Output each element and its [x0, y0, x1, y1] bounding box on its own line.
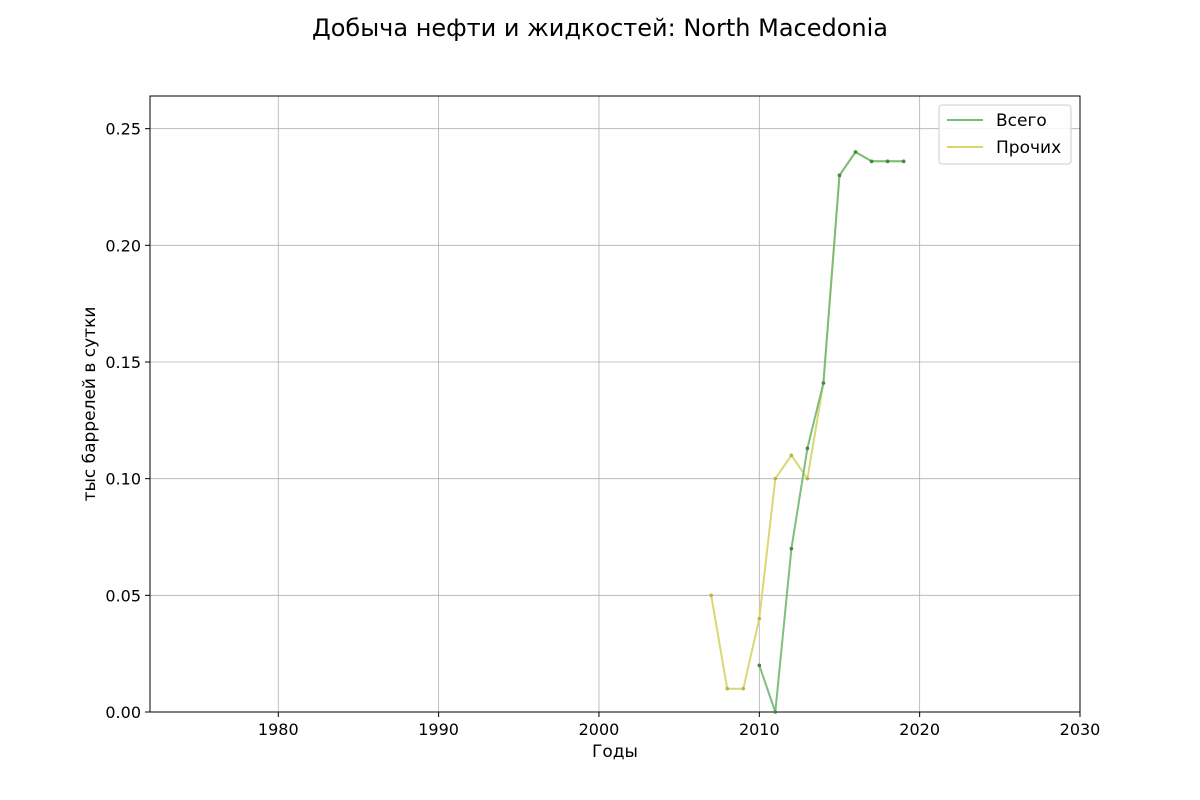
y-tick-label: 0.10: [105, 470, 141, 489]
x-tick-label: 2000: [579, 720, 620, 739]
data-point: [885, 159, 890, 164]
x-tick-label: 2020: [899, 720, 940, 739]
data-point: [773, 476, 778, 481]
data-point: [789, 546, 794, 551]
data-point: [805, 476, 810, 481]
series-layer: [709, 150, 906, 714]
series-line: [710, 151, 904, 690]
y-tick-label: 0.15: [105, 353, 141, 372]
data-point: [709, 593, 714, 598]
data-point: [741, 686, 746, 691]
data-point: [805, 446, 810, 451]
data-point: [757, 663, 762, 668]
y-tick-label: 0.05: [105, 586, 141, 605]
data-point: [853, 150, 858, 154]
y-tick-label: 0.00: [105, 703, 141, 722]
data-point: [821, 381, 826, 385]
data-point: [869, 159, 874, 164]
data-point: [725, 686, 730, 691]
chart-title: Добыча нефти и жидкостей: North Macedoni…: [312, 14, 888, 42]
x-tick-label: 1980: [258, 720, 299, 739]
y-tick-label: 0.25: [105, 120, 141, 139]
legend-label: Всего: [996, 111, 1047, 131]
x-tick-label: 1990: [418, 720, 459, 739]
legend-label: Прочих: [996, 138, 1061, 158]
data-point: [901, 159, 906, 164]
data-point: [773, 710, 778, 714]
x-tick-label: 2030: [1060, 720, 1101, 739]
x-axis: 1980 1990 2000 2010 2020 2030: [258, 712, 1100, 739]
y-axis: 0.00 0.05 0.10 0.15 0.20 0.25: [105, 120, 150, 722]
data-point: [757, 616, 762, 621]
grid: [150, 96, 1081, 713]
series-line: [758, 151, 904, 713]
x-axis-label: Годы: [592, 742, 638, 762]
legend: Всего Прочих: [938, 104, 1072, 165]
y-tick-label: 0.20: [105, 236, 141, 255]
x-tick-label: 2010: [739, 720, 780, 739]
data-point: [789, 453, 794, 458]
plot-frame: [149, 95, 1081, 713]
data-point: [837, 173, 842, 178]
y-axis-label: тыс баррелей в сутки: [80, 307, 100, 502]
